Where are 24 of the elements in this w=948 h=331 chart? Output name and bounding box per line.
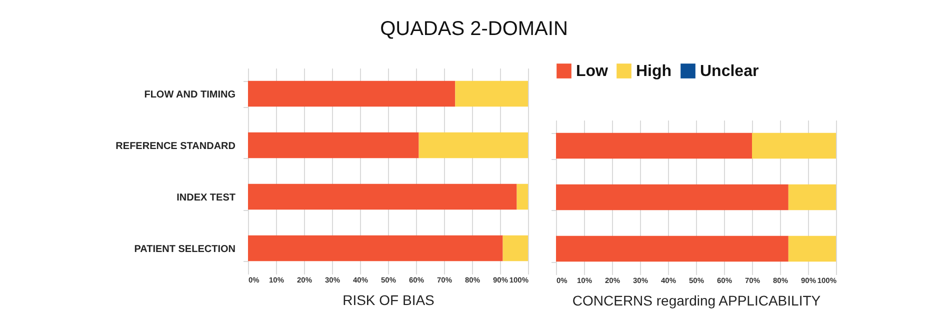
- legend-label: Low: [576, 63, 609, 80]
- bar: [788, 184, 836, 210]
- y-tick-label: PATIENT SELECTION: [134, 244, 236, 255]
- bar: [248, 235, 503, 262]
- y-tick-label: INDEX TEST: [176, 192, 236, 204]
- bar: [248, 132, 419, 158]
- bar: [788, 236, 836, 262]
- bar: [455, 80, 528, 107]
- chart-title: QUADAS 2-DOMAIN: [380, 18, 568, 40]
- bar: [556, 184, 788, 210]
- x-axis-title: CONCERNS regarding APPLICABILITY: [572, 292, 822, 308]
- bar: [502, 235, 528, 262]
- bar: [752, 132, 836, 159]
- y-tick-label: FLOW AND TIMING: [144, 89, 236, 100]
- legend-label: High: [636, 63, 672, 80]
- bar: [248, 184, 517, 210]
- bar: [248, 80, 456, 107]
- legend-label: Unclear: [700, 63, 759, 80]
- bar: [418, 132, 528, 158]
- bar: [556, 236, 788, 262]
- bar: [556, 132, 752, 159]
- x-axis-title: RISK OF BIAS: [342, 292, 434, 308]
- bar: [516, 184, 528, 210]
- y-tick-label: REFERENCE STANDARD: [116, 140, 236, 152]
